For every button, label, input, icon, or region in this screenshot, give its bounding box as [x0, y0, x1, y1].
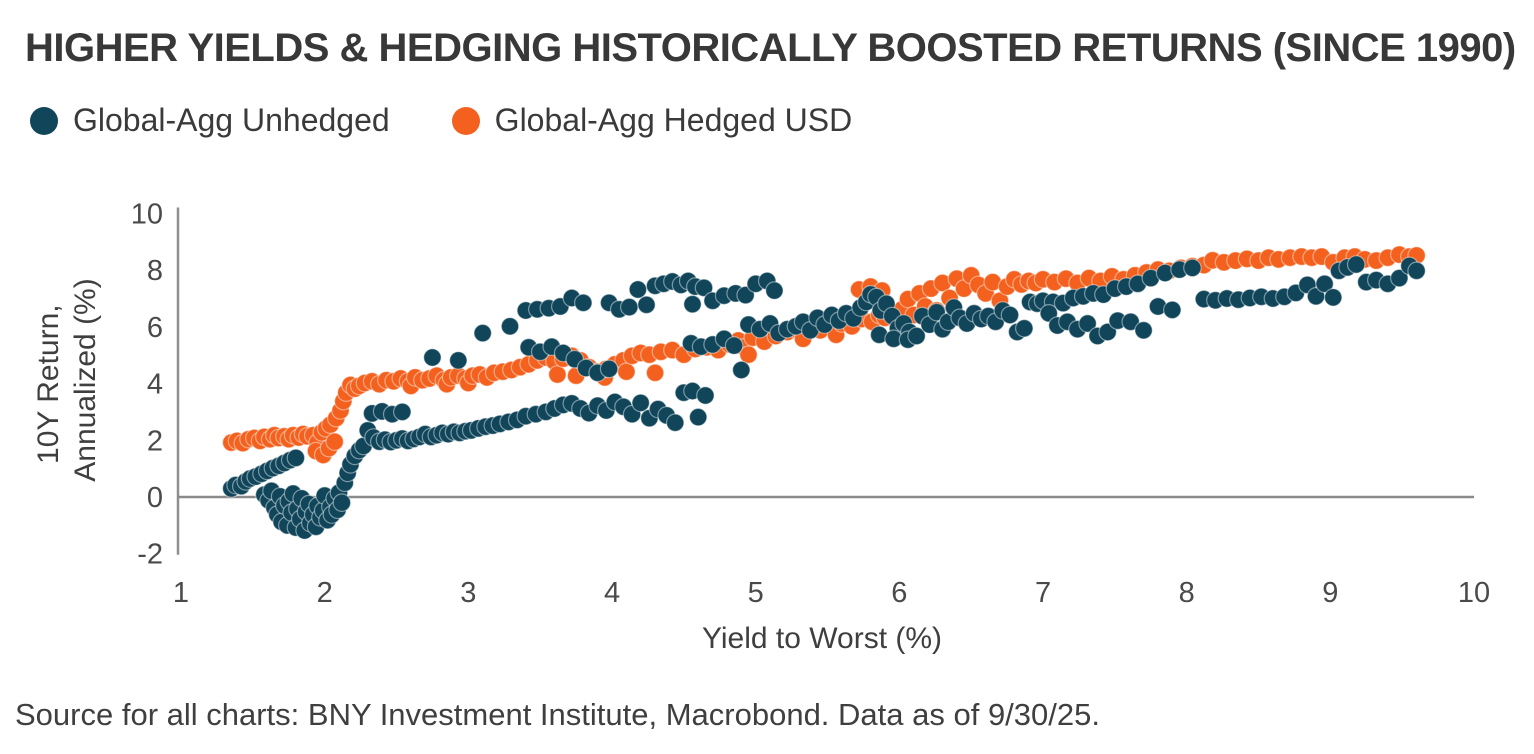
scatter-point: [688, 407, 708, 427]
source-note: Source for all charts: BNY Investment In…: [15, 697, 1100, 732]
y-tick-label: 8: [147, 255, 163, 287]
x-tick-label: 9: [1322, 577, 1338, 609]
legend-label-unhedged: Global-Agg Unhedged: [73, 102, 390, 138]
scatter-point: [473, 323, 492, 343]
scatter-point: [927, 302, 946, 322]
scatter-point: [724, 336, 744, 355]
scatter-point: [448, 351, 468, 370]
x-axis-title: Yield to Worst (%): [702, 622, 942, 655]
scatter-point: [736, 285, 755, 305]
scatter-point: [332, 493, 352, 512]
legend-item-unhedged: Global-Agg Unhedged: [30, 102, 390, 139]
y-tick-label: 10: [131, 199, 163, 231]
x-tick-label: 1: [173, 577, 189, 609]
scatter-point: [739, 345, 758, 364]
y-axis-title: 10Y Return, Annualized (%): [32, 278, 102, 481]
tick-labels-layer: 10 8 6 4 2 0 -2 1 2 3 4 5 6 7 8 9 10: [131, 199, 1490, 610]
legend-dot-hedged-icon: [451, 106, 480, 135]
scatter-point: [694, 278, 714, 298]
x-tick-label: 7: [1035, 577, 1051, 609]
scatter-point: [573, 293, 593, 313]
scatter-series-0: [222, 245, 1426, 465]
scatter-point: [907, 326, 926, 346]
scatter-point: [619, 297, 639, 317]
y-tick-label: 2: [147, 425, 163, 457]
legend-item-hedged: Global-Agg Hedged USD: [451, 102, 853, 139]
legend-dot-unhedged-icon: [30, 106, 58, 135]
scatter-point: [325, 432, 344, 451]
axes-layer: [176, 207, 1475, 555]
legend-label-hedged: Global-Agg Hedged USD: [494, 102, 853, 138]
scatter-point: [631, 393, 650, 413]
y-tick-label: 6: [147, 312, 163, 344]
scatter-point: [683, 294, 702, 314]
scatter-point: [1183, 258, 1202, 278]
scatter-point: [286, 448, 306, 468]
x-tick-label: 4: [604, 577, 620, 609]
scatter-point: [1163, 300, 1182, 320]
scatter-point: [1134, 320, 1153, 340]
scatter-point: [637, 295, 656, 315]
scatter-point: [765, 281, 784, 300]
scatter-point: [645, 363, 665, 383]
scatter-point: [1315, 274, 1334, 294]
scatter-point: [1078, 314, 1097, 333]
y-tick-label: 4: [147, 369, 163, 401]
y-tick-label: 0: [147, 482, 163, 514]
scatter-point: [1323, 288, 1343, 307]
scatter-point: [1407, 261, 1426, 281]
scatter-points-layer: [222, 245, 1426, 540]
scatter-point: [1039, 303, 1059, 323]
scatter-point: [1015, 318, 1034, 338]
x-tick-label: 10: [1458, 577, 1490, 609]
scatter-point: [1121, 312, 1140, 332]
scatter-point: [500, 316, 520, 336]
scatter-point: [696, 386, 715, 405]
x-tick-label: 2: [317, 577, 333, 609]
x-tick-label: 8: [1179, 577, 1195, 609]
scatter-point: [731, 360, 751, 380]
scatter-series-1: [222, 255, 1426, 540]
scatter-point: [392, 402, 412, 422]
scatter-point: [1346, 255, 1366, 274]
scatter-point: [628, 280, 648, 299]
scatter-point: [1098, 322, 1117, 342]
y-tick-label: -2: [137, 539, 163, 571]
x-tick-label: 5: [748, 577, 764, 609]
x-tick-label: 3: [460, 577, 476, 609]
scatter-point: [548, 365, 567, 384]
scatter-point: [665, 413, 685, 432]
legend: Global-Agg Unhedged Global-Agg Hedged US…: [30, 102, 852, 139]
x-tick-label: 6: [891, 577, 907, 609]
scatter-point: [617, 362, 636, 381]
scatter-point: [1000, 305, 1020, 325]
scatter-point: [423, 348, 442, 367]
scatter-point: [599, 359, 619, 379]
scatter-point: [1390, 268, 1409, 288]
chart-title: HIGHER YIELDS & HEDGING HISTORICALLY BOO…: [25, 26, 1516, 70]
